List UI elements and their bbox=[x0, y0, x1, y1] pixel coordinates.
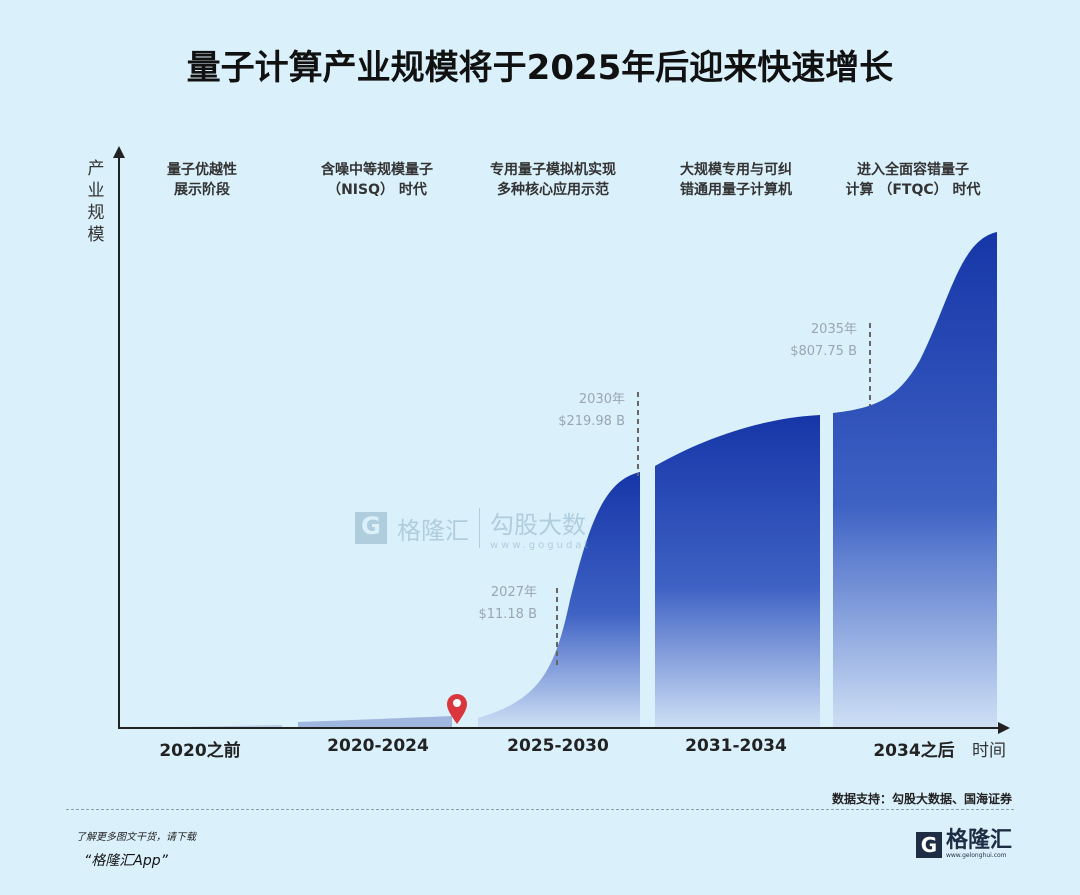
area-segment-2025-2030 bbox=[478, 472, 640, 728]
divider bbox=[66, 809, 1014, 810]
area-segment-2020-2024 bbox=[298, 716, 452, 728]
annotation-2027: 2027年 $11.18 B bbox=[478, 585, 537, 622]
promo-text: 了解更多图文干货，请下载 bbox=[76, 832, 196, 843]
area-segment-2034-after bbox=[833, 232, 997, 728]
brand-logo: G 格隆汇 www.gelonghui.com bbox=[915, 828, 1012, 859]
x-tick-label: 2034之后 bbox=[873, 741, 955, 761]
watermark-brand: 格隆汇 bbox=[397, 516, 469, 545]
x-tick-label: 2020之前 bbox=[159, 741, 241, 761]
x-axis-arrow bbox=[998, 722, 1010, 734]
stage-label: 专用量子模拟机实现 多种核心应用示范 bbox=[490, 162, 616, 198]
current-position-marker-icon bbox=[447, 694, 467, 724]
x-tick-label: 2031-2034 bbox=[685, 736, 787, 756]
y-axis-label: 产业规模 bbox=[87, 159, 105, 245]
x-tick-label: 2020-2024 bbox=[327, 736, 429, 756]
stage-label: 大规模专用与可纠 错通用量子计算机 bbox=[680, 162, 792, 198]
annotation-2030: 2030年 $219.98 B bbox=[558, 392, 625, 429]
logo-g-icon: G bbox=[915, 831, 942, 858]
stage-label: 进入全面容错量子 计算 （FTQC） 时代 bbox=[845, 162, 981, 198]
watermark-brand2: 勾股大数 bbox=[490, 511, 586, 539]
watermark-logo-icon: G bbox=[355, 512, 387, 544]
watermark-url: www.gogudat bbox=[490, 540, 592, 551]
logo-text: 格隆汇 bbox=[945, 828, 1012, 853]
y-axis-arrow bbox=[113, 146, 125, 158]
x-axis-label: 时间 bbox=[972, 741, 1006, 761]
chart-title: 量子计算产业规模将于2025年后迎来快速增长 bbox=[186, 48, 894, 88]
promo-app-name: “格隆汇App” bbox=[84, 853, 168, 869]
stage-label: 量子优越性 展示阶段 bbox=[167, 162, 237, 198]
x-tick-label: 2025-2030 bbox=[507, 736, 609, 756]
data-source: 数据支持：勾股大数据、国海证券 bbox=[831, 792, 1012, 806]
annotation-2035: 2035年 $807.75 B bbox=[790, 322, 857, 359]
stage-label: 含噪中等规模量子 （NISQ） 时代 bbox=[321, 162, 433, 198]
logo-url: www.gelonghui.com bbox=[945, 852, 1007, 859]
area-segment-2031-2034 bbox=[655, 415, 820, 728]
watermark: G 格隆汇 勾股大数 www.gogudat bbox=[355, 505, 591, 551]
